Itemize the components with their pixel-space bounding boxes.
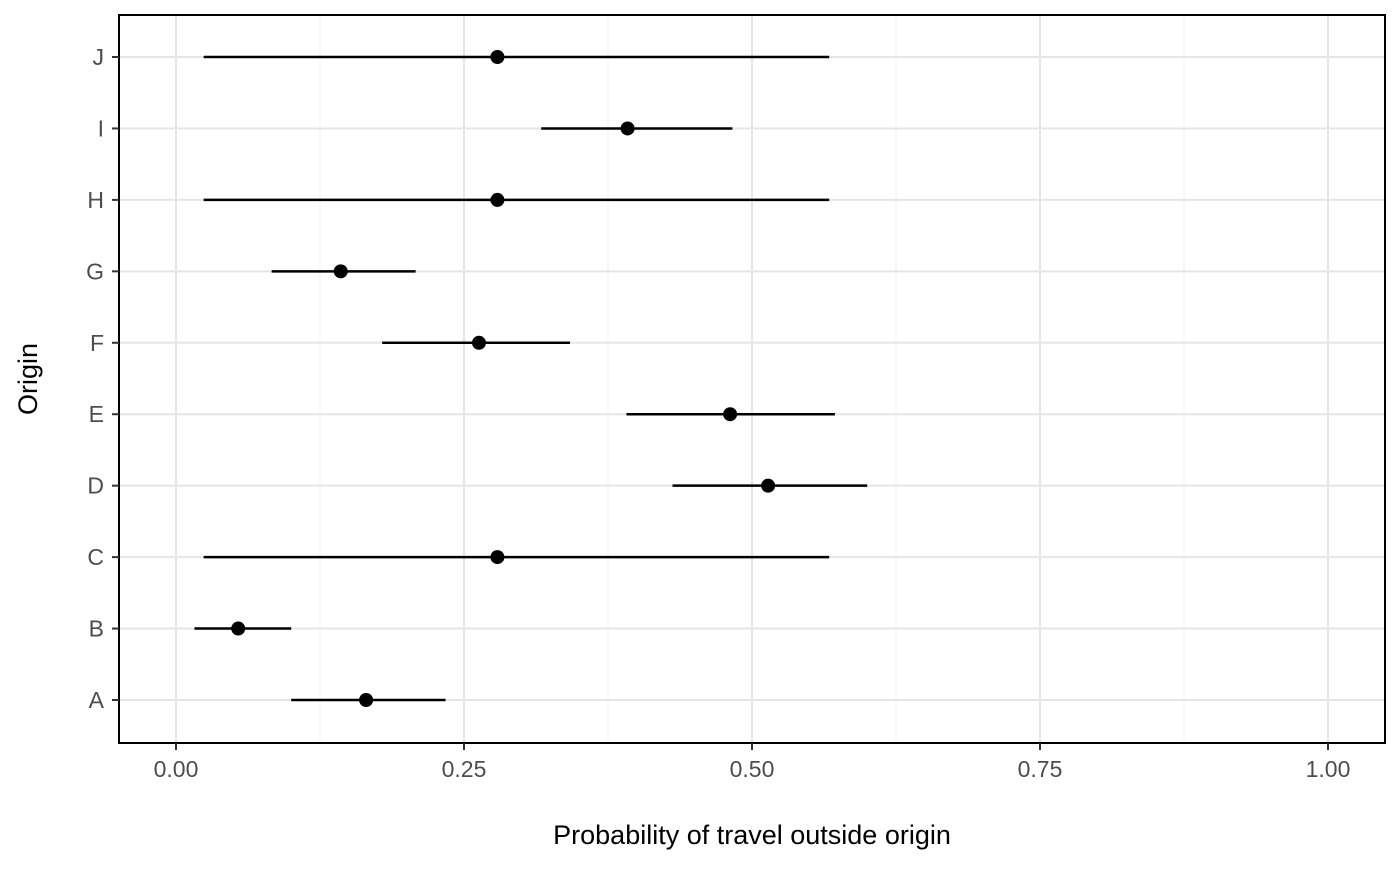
- grid-layer: [120, 16, 1384, 742]
- x-tick-label: 0.75: [1018, 756, 1063, 782]
- y-tick-label-i: I: [98, 115, 104, 141]
- y-tick-label-a: A: [89, 687, 105, 713]
- point-estimate-b: [231, 621, 246, 636]
- point-estimate-g: [333, 264, 348, 279]
- x-tick-label: 0.50: [730, 756, 775, 782]
- point-estimate-a: [359, 693, 374, 707]
- y-tick-label-h: H: [87, 187, 104, 213]
- marks-layer: [194, 50, 868, 707]
- y-tick-label-b: B: [89, 616, 104, 642]
- point-estimate-j: [490, 50, 505, 64]
- y-tick-label-f: F: [90, 330, 104, 356]
- x-axis-title: Probability of travel outside origin: [553, 820, 951, 850]
- x-tick-label: 0.00: [154, 756, 199, 782]
- x-tick-label: 0.25: [442, 756, 487, 782]
- y-tick-label-d: D: [87, 473, 104, 499]
- point-estimate-c: [490, 550, 505, 565]
- x-tick-label: 1.00: [1306, 756, 1351, 782]
- y-tick-label-c: C: [87, 544, 104, 570]
- point-estimate-f: [471, 335, 486, 350]
- axes-layer: 0.00 0.25 0.50 0.75 1.00 A B C D E F G H I J: [86, 44, 1350, 782]
- y-axis-title: Origin: [13, 343, 43, 415]
- y-tick-label-e: E: [89, 401, 104, 427]
- point-estimate-i: [620, 121, 635, 136]
- point-estimate-e: [723, 407, 738, 422]
- point-estimate-d: [761, 478, 776, 493]
- y-tick-label-g: G: [86, 258, 104, 284]
- y-tick-label-j: J: [93, 44, 105, 70]
- point-estimate-h: [490, 192, 505, 207]
